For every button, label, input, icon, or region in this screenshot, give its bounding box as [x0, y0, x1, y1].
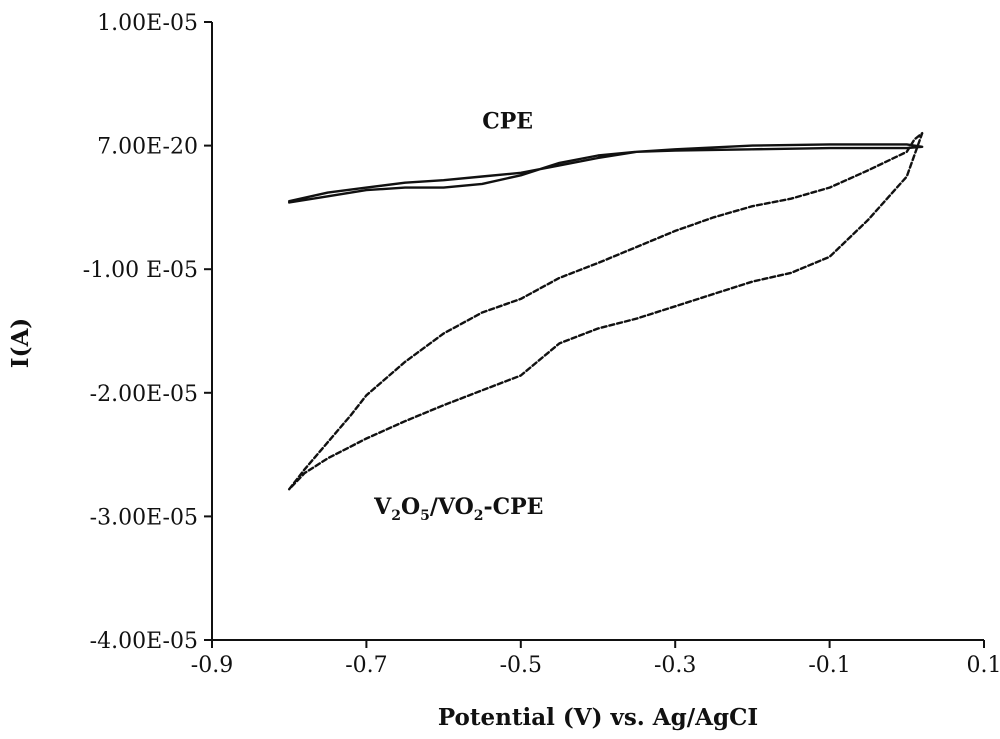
- y-tick-label: 7.00E-20: [97, 135, 198, 160]
- axes-layer: [211, 22, 984, 641]
- x-tick-label: -0.1: [808, 653, 850, 678]
- y-tick-label: -2.00E-05: [90, 382, 198, 407]
- x-tick-label: -0.5: [500, 653, 542, 678]
- x-tick-label: -0.3: [654, 653, 696, 678]
- x-axis-title: Potential (V) vs. Ag/AgCI: [438, 704, 758, 731]
- y-axis-title: I(A): [7, 318, 34, 368]
- series-annotation: CPE: [482, 108, 533, 134]
- x-tick-label: -0.9: [191, 653, 233, 678]
- series-annotation: V2O5/VO2-CPE: [373, 494, 543, 524]
- ticks-layer: 1.00E-05 7.00E-20 -1.00 E-05 -2.00E-05 -3.00…: [83, 11, 1000, 678]
- x-tick-label: 0.1: [967, 653, 1000, 678]
- y-tick-label: -1.00 E-05: [83, 258, 198, 283]
- series-v2o5-vo2-cpe-line: [288, 131, 924, 491]
- series-layer: [288, 131, 924, 491]
- annotations-layer: CPE V2O5/VO2-CPE: [373, 108, 543, 524]
- y-tick-label: 1.00E-05: [97, 11, 198, 36]
- y-tick-label: -3.00E-05: [90, 505, 198, 530]
- y-tick-label: -4.00E-05: [90, 629, 198, 654]
- series-cpe-line: [288, 143, 924, 204]
- x-tick-label: -0.7: [345, 653, 387, 678]
